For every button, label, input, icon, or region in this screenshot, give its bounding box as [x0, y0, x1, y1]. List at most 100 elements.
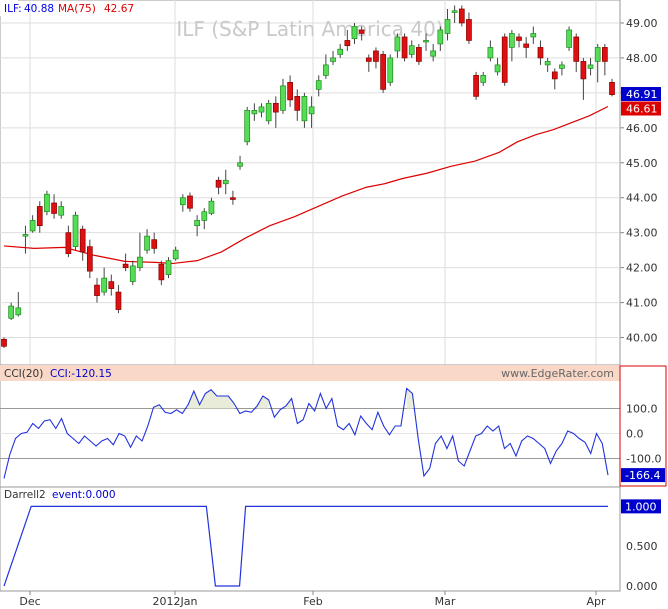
cci-panel: CCI(20) CCI:-120.15 www.EdgeRater.com 10…: [0, 364, 667, 488]
candle-body: [129, 265, 136, 282]
candle: [237, 155, 243, 170]
candle-body: [416, 47, 422, 62]
legend-symbol-value: 40.88: [24, 3, 54, 15]
candle: [530, 26, 537, 44]
candle-body: [437, 29, 444, 45]
candle-body: [573, 36, 580, 62]
candle-body: [566, 29, 572, 48]
x-axis: Dec 2012Jan Feb Mar Apr: [0, 590, 620, 608]
cci-overbought-area: [406, 388, 413, 409]
candle-body: [380, 54, 386, 90]
candle-body: [172, 249, 179, 260]
candle-body: [466, 19, 472, 41]
candle: [358, 26, 365, 41]
candle-body: [65, 232, 72, 255]
y-tick-label: 42.00: [626, 262, 658, 275]
candle-body: [44, 193, 50, 213]
x-tick-label: Mar: [435, 595, 456, 608]
candle-body: [337, 48, 344, 55]
candle-body: [158, 263, 165, 281]
candle: [265, 99, 272, 125]
candle: [444, 8, 451, 41]
candle: [401, 33, 408, 62]
candle-body: [430, 50, 437, 57]
candle-body: [179, 197, 186, 206]
darrell-tick-label: 0.500: [626, 540, 658, 553]
price-legend: ILF: 40.88 MA(75) 42.67: [0, 0, 134, 16]
candle: [551, 68, 558, 90]
darrell-title: Darrell2: [4, 489, 46, 501]
x-tick-label: Dec: [19, 595, 40, 608]
candle-body: [137, 256, 143, 268]
candle-body: [301, 96, 308, 122]
candle: [129, 260, 136, 286]
cci-tick-label: 0.0: [626, 428, 644, 441]
candle-body: [1, 338, 7, 347]
candle-body: [323, 64, 329, 76]
candle: [416, 43, 422, 65]
candle-body: [86, 246, 93, 272]
candle: [573, 33, 580, 72]
candle-body: [523, 43, 530, 48]
candle: [8, 302, 15, 321]
candle-body: [29, 220, 36, 232]
legend-symbol: ILF:: [4, 3, 22, 15]
candle-body: [551, 71, 558, 80]
candle: [187, 192, 193, 212]
candle-body: [122, 263, 129, 268]
cci-line: [3, 387, 609, 479]
candle: [94, 278, 100, 303]
candle: [516, 33, 522, 48]
candle-body: [72, 214, 79, 248]
candle: [230, 190, 236, 205]
candle: [408, 40, 415, 58]
candle: [122, 253, 129, 272]
candle-body: [280, 85, 286, 111]
candle: [151, 232, 158, 254]
candle-body: [494, 64, 501, 73]
candle-body: [94, 284, 100, 296]
candle-body: [251, 109, 258, 115]
candle-body: [601, 47, 608, 62]
candle: [566, 26, 572, 51]
candle-body: [516, 36, 522, 41]
candle: [523, 36, 530, 58]
candle: [208, 197, 215, 216]
candle: [137, 232, 143, 272]
candle-body: [101, 277, 107, 293]
candle: [509, 29, 515, 62]
candle-body: [108, 281, 115, 289]
candle: [308, 96, 315, 128]
candle: [86, 239, 93, 279]
candle: [323, 54, 329, 79]
candle-body: [501, 36, 508, 83]
candle: [458, 5, 465, 27]
candle-body: [237, 162, 243, 167]
price-label: 46.61: [626, 103, 658, 116]
candle-body: [451, 10, 458, 13]
candle-body: [473, 75, 479, 97]
candle-body: [594, 47, 601, 62]
darrell-value-box: [621, 499, 661, 514]
candle: [394, 33, 401, 58]
candle: [280, 78, 286, 114]
candle: [22, 225, 29, 254]
candle: [258, 103, 265, 118]
candle: [430, 43, 437, 62]
candle: [294, 89, 301, 121]
y-tick-label: 45.00: [626, 157, 658, 170]
candle: [301, 92, 308, 128]
candle: [501, 33, 508, 86]
y-tick-label: 49.00: [626, 17, 658, 30]
candle: [172, 246, 179, 261]
candle: [251, 103, 258, 121]
candle: [65, 225, 72, 258]
candle: [344, 29, 351, 51]
price-label: 46.91: [626, 88, 658, 101]
candle: [437, 26, 444, 51]
candle-body: [187, 195, 193, 209]
candle: [165, 257, 172, 279]
candle: [466, 12, 472, 44]
candle: [179, 194, 186, 212]
candle-body: [609, 82, 615, 95]
